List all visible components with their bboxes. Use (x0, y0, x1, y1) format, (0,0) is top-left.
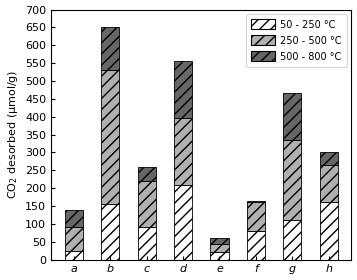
Bar (320, 152, 338, 165)
Bar (210, 253, 228, 260)
Y-axis label: CO$_2$ desorbed (μmol/g): CO$_2$ desorbed (μmol/g) (6, 70, 20, 199)
Bar (101, 204, 119, 260)
Bar (247, 201, 265, 202)
Bar (283, 94, 301, 140)
Bar (137, 181, 156, 227)
Bar (137, 227, 156, 260)
Bar (283, 220, 301, 260)
Legend: 50 - 250 °C, 250 - 500 °C, 500 - 800 °C: 50 - 250 °C, 250 - 500 °C, 500 - 800 °C (246, 14, 347, 67)
Bar (65, 251, 83, 260)
Bar (174, 185, 192, 260)
Bar (65, 209, 83, 227)
Bar (320, 165, 338, 202)
Bar (101, 27, 119, 70)
Bar (283, 140, 301, 220)
Bar (247, 231, 265, 260)
Bar (101, 70, 119, 204)
Bar (210, 238, 228, 244)
Bar (247, 202, 265, 231)
Bar (174, 118, 192, 185)
Bar (174, 61, 192, 118)
Bar (210, 244, 228, 253)
Bar (137, 167, 156, 181)
Bar (320, 202, 338, 260)
Bar (65, 227, 83, 251)
